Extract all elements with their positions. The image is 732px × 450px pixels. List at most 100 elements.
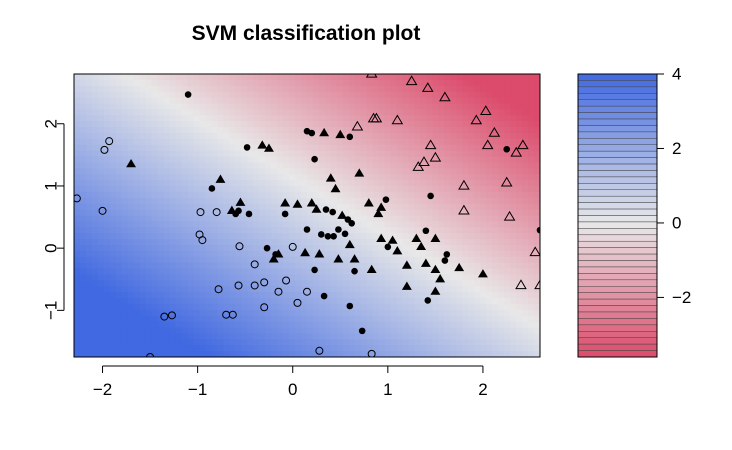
background-cell bbox=[378, 321, 386, 329]
background-cell bbox=[372, 79, 380, 87]
background-cell bbox=[342, 315, 350, 323]
background-cell bbox=[229, 115, 236, 122]
background-cell bbox=[265, 174, 272, 181]
background-cell bbox=[486, 85, 493, 93]
background-cell bbox=[438, 197, 446, 205]
background-cell bbox=[301, 74, 308, 81]
background-cell bbox=[265, 103, 272, 110]
background-cell bbox=[181, 286, 189, 293]
background-cell bbox=[277, 286, 284, 293]
background-cell bbox=[438, 91, 446, 99]
background-cell bbox=[271, 209, 278, 217]
background-cell bbox=[127, 132, 135, 140]
background-cell bbox=[528, 203, 535, 211]
background-cell bbox=[157, 280, 165, 287]
background-cell bbox=[522, 315, 529, 323]
background-cell bbox=[253, 85, 260, 93]
background-cell bbox=[486, 186, 493, 193]
background-cell bbox=[474, 132, 481, 140]
background-cell bbox=[139, 85, 147, 93]
background-cell bbox=[504, 109, 511, 116]
background-cell bbox=[342, 351, 350, 357]
background-cell bbox=[223, 303, 230, 311]
background-cell bbox=[318, 274, 326, 281]
background-cell bbox=[229, 186, 236, 193]
background-cell bbox=[307, 250, 314, 258]
background-cell bbox=[528, 186, 535, 193]
open-circle-point bbox=[250, 281, 259, 290]
background-cell bbox=[456, 85, 463, 93]
background-cell bbox=[271, 298, 278, 305]
background-cell bbox=[295, 215, 302, 222]
background-cell bbox=[79, 333, 87, 340]
background-cell bbox=[217, 162, 224, 169]
background-cell bbox=[366, 321, 374, 329]
background-cell bbox=[277, 85, 284, 93]
background-cell bbox=[175, 315, 183, 323]
background-cell bbox=[74, 197, 81, 205]
background-cell bbox=[444, 286, 451, 293]
background-cell bbox=[301, 268, 308, 276]
background-cell bbox=[354, 327, 362, 335]
background-cell bbox=[271, 150, 278, 158]
background-cell bbox=[408, 156, 416, 164]
background-cell bbox=[85, 209, 93, 217]
background-cell bbox=[492, 239, 499, 246]
open-circle-point bbox=[303, 287, 311, 296]
background-cell bbox=[426, 292, 434, 299]
background-cell bbox=[145, 203, 153, 211]
background-cell bbox=[229, 233, 236, 240]
background-cell bbox=[103, 197, 111, 205]
background-cell bbox=[366, 180, 374, 187]
background-cell bbox=[468, 327, 475, 335]
background-cell bbox=[510, 127, 517, 134]
background-cell bbox=[534, 345, 540, 352]
background-cell bbox=[145, 132, 153, 140]
background-cell bbox=[85, 186, 93, 193]
background-cell bbox=[360, 103, 368, 110]
background-cell bbox=[85, 221, 93, 228]
background-cell bbox=[456, 97, 463, 105]
background-cell bbox=[74, 303, 81, 311]
background-cell bbox=[265, 339, 272, 346]
background-cell bbox=[516, 180, 523, 187]
background-cell bbox=[163, 339, 171, 346]
background-cell bbox=[211, 227, 218, 234]
background-cell bbox=[444, 303, 451, 311]
background-cell bbox=[330, 168, 338, 175]
background-cell bbox=[277, 168, 284, 175]
background-cell bbox=[450, 180, 457, 187]
background-cell bbox=[151, 339, 159, 346]
background-cell bbox=[229, 91, 236, 99]
background-cell bbox=[127, 321, 135, 329]
background-cell bbox=[115, 85, 123, 93]
background-cell bbox=[516, 109, 523, 116]
background-cell bbox=[402, 221, 410, 228]
background-cell bbox=[330, 227, 338, 234]
background-cell bbox=[74, 333, 81, 340]
background-cell bbox=[205, 339, 213, 346]
filled-circle-point bbox=[341, 230, 349, 238]
background-cell bbox=[241, 79, 248, 87]
background-cell bbox=[145, 280, 153, 287]
background-cell bbox=[253, 256, 260, 264]
background-cell bbox=[354, 221, 362, 228]
background-cell bbox=[235, 191, 242, 199]
background-cell bbox=[462, 280, 469, 287]
background-cell bbox=[187, 162, 195, 169]
background-cell bbox=[121, 268, 129, 276]
background-cell bbox=[492, 262, 499, 270]
filled-circle-point bbox=[243, 144, 251, 151]
background-cell bbox=[259, 239, 266, 246]
background-cell bbox=[289, 91, 296, 99]
background-cell bbox=[486, 79, 493, 87]
background-cell bbox=[187, 97, 195, 105]
background-cell bbox=[336, 203, 344, 211]
background-cell bbox=[438, 215, 446, 222]
background-cell bbox=[115, 109, 123, 116]
background-cell bbox=[169, 121, 177, 128]
background-cell bbox=[199, 274, 207, 281]
filled-triangle-point bbox=[273, 249, 284, 258]
background-cell bbox=[247, 339, 254, 346]
background-cell bbox=[139, 74, 147, 81]
